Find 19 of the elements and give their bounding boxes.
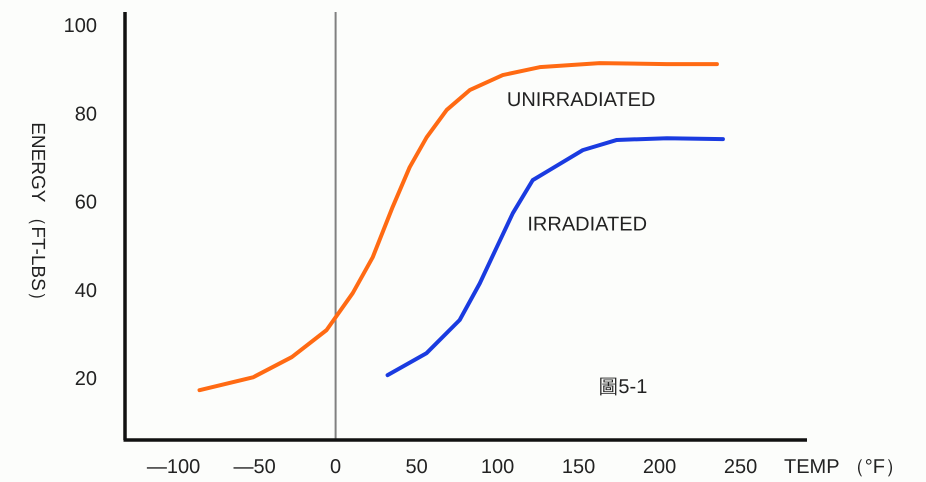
y-tick-label: 40 [74,280,97,302]
x-tick-label: 100 [480,456,514,478]
x-tick-label: 150 [562,456,596,478]
x-tick-label: 0 [330,456,342,478]
y-tick-label: 80 [74,103,97,126]
y-axis-title: ENERGY （FT-LBS） [27,122,48,310]
x-tick-label: —100 [146,456,200,478]
x-tick-label: 50 [405,456,428,478]
annotation: 圖5-1 [598,376,648,398]
y-tick-label: 60 [74,192,97,214]
x-axis-title: TEMP （°F） [784,456,905,478]
y-tick-label: 100 [64,15,97,38]
x-tick-label: 250 [724,456,758,478]
line-series [386,136,725,378]
y-tick-label: 20 [74,368,97,390]
series-label: UNIRRADIATED [506,89,656,112]
x-tick-label: —50 [233,456,276,478]
series-label: IRRADIATED [527,213,648,236]
x-tick-label: 200 [642,456,676,478]
